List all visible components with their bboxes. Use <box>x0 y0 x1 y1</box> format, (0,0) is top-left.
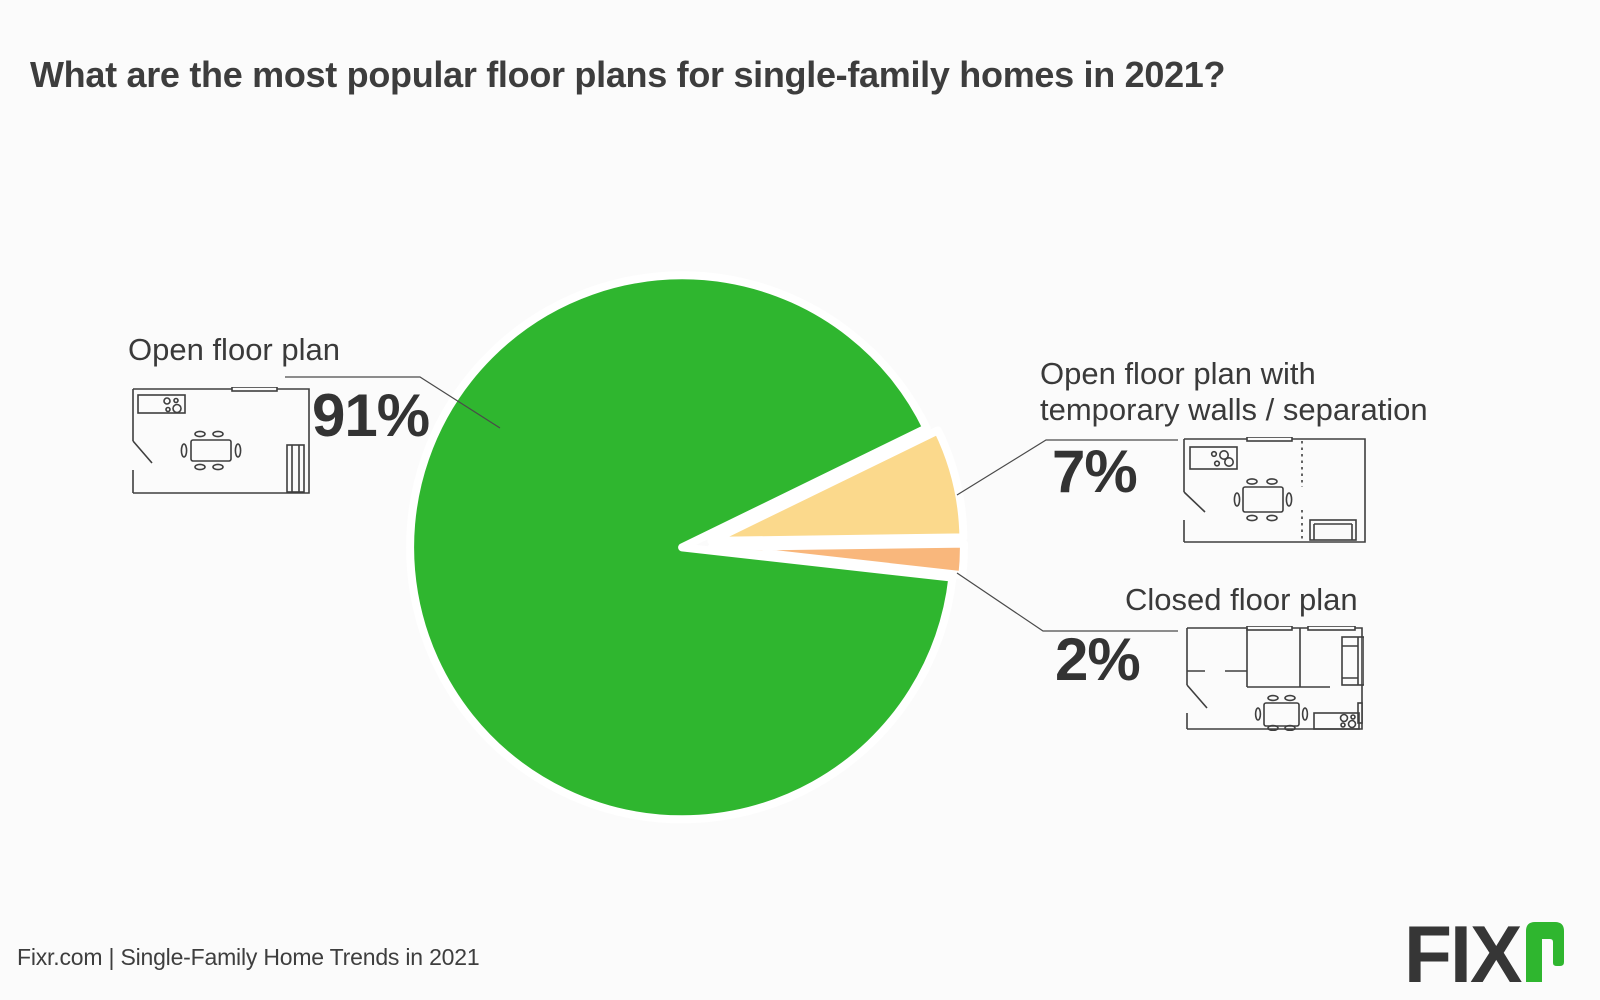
fixr-logo-r-icon <box>1526 922 1565 982</box>
leader-line-open <box>285 376 501 429</box>
temporary-walls-floor-plan-icon <box>1183 437 1366 543</box>
fixr-logo-text: FIX <box>1404 910 1522 1000</box>
leader-line-closed <box>956 572 1178 632</box>
fixr-logo: FIX <box>1404 910 1565 1000</box>
pie-slice-1 <box>707 426 968 545</box>
leader-line-temporary <box>956 439 1178 496</box>
source-note: Fixr.com | Single-Family Home Trends in … <box>17 944 480 970</box>
closed-floor-plan-icon <box>1186 626 1364 731</box>
slice-value-temporary: 7% <box>1052 438 1138 505</box>
slice-label-temporary: Open floor plan with temporary walls / s… <box>1040 356 1428 428</box>
pie-slices <box>406 271 968 824</box>
slice-value-closed: 2% <box>1055 626 1141 693</box>
slice-label-closed: Closed floor plan <box>1125 582 1358 617</box>
pie-slice-2 <box>708 539 968 580</box>
slice-label-temporary-line1: Open floor plan with <box>1040 356 1316 391</box>
open-floor-plan-icon <box>132 387 310 494</box>
slice-label-temporary-line2: temporary walls / separation <box>1040 392 1428 427</box>
slice-value-open: 91% <box>312 382 430 449</box>
slice-label-open: Open floor plan <box>128 332 340 367</box>
page-title: What are the most popular floor plans fo… <box>30 54 1226 95</box>
pie-slice-0 <box>406 271 957 824</box>
